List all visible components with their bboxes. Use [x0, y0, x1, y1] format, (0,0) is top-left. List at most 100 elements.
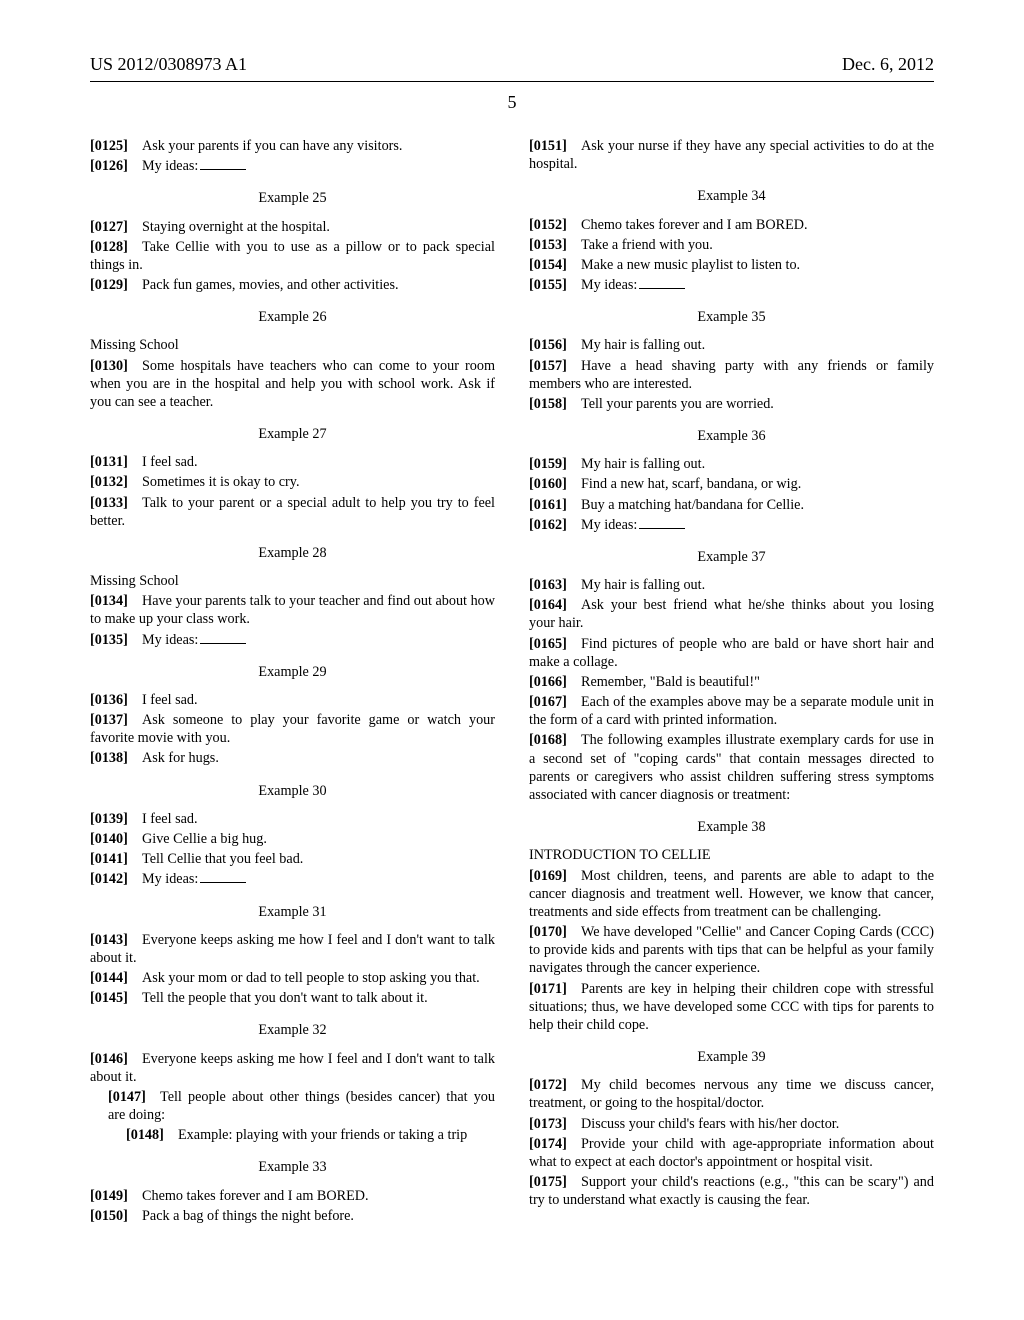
- section-label: Missing School: [90, 336, 495, 354]
- paragraph-text: Tell people about other things (besides …: [108, 1089, 495, 1123]
- paragraph-number: [0143]: [90, 932, 128, 948]
- example-heading: Example 25: [90, 189, 495, 207]
- example-heading: Example 29: [90, 663, 495, 681]
- paragraph-number: [0171]: [529, 981, 567, 997]
- paragraph-number: [0170]: [529, 924, 567, 940]
- paragraph-entry: [0163] My hair is falling out.: [529, 576, 934, 594]
- paragraph-entry: [0136] I feel sad.: [90, 691, 495, 709]
- paragraph-number: [0137]: [90, 712, 128, 728]
- paragraph-number: [0125]: [90, 138, 128, 154]
- paragraph-number: [0153]: [529, 237, 567, 253]
- paragraph-text: Each of the examples above may be a sepa…: [529, 694, 934, 728]
- paragraph-text: My ideas:: [142, 632, 198, 648]
- paragraph-text: Parents are key in helping their childre…: [529, 981, 934, 1033]
- paragraph-number: [0138]: [90, 750, 128, 766]
- section-label: Missing School: [90, 572, 495, 590]
- paragraph-text: Talk to your parent or a special adult t…: [90, 495, 495, 529]
- paragraph-text: Have your parents talk to your teacher a…: [90, 593, 495, 627]
- paragraph-entry: [0135] My ideas:: [90, 631, 495, 649]
- paragraph-text: Take a friend with you.: [581, 237, 713, 253]
- paragraph-number: [0172]: [529, 1077, 567, 1093]
- paragraph-entry: [0171] Parents are key in helping their …: [529, 980, 934, 1035]
- paragraph-entry: [0160] Find a new hat, scarf, bandana, o…: [529, 475, 934, 493]
- paragraph-entry: [0137] Ask someone to play your favorite…: [90, 711, 495, 747]
- paragraph-number: [0158]: [529, 396, 567, 412]
- paragraph-entry: [0173] Discuss your child's fears with h…: [529, 1115, 934, 1133]
- paragraph-entry: [0146] Everyone keeps asking me how I fe…: [90, 1050, 495, 1086]
- paragraph-text: My hair is falling out.: [581, 337, 705, 353]
- paragraph-entry: [0150] Pack a bag of things the night be…: [90, 1207, 495, 1225]
- paragraph-text: Chemo takes forever and I am BORED.: [142, 1188, 369, 1204]
- section-label: INTRODUCTION TO CELLIE: [529, 846, 934, 864]
- example-heading: Example 33: [90, 1158, 495, 1176]
- paragraph-number: [0166]: [529, 674, 567, 690]
- paragraph-text: Tell the people that you don't want to t…: [142, 990, 428, 1006]
- paragraph-number: [0145]: [90, 990, 128, 1006]
- paragraph-number: [0159]: [529, 456, 567, 472]
- paragraph-number: [0148]: [126, 1127, 164, 1143]
- paragraph-text: Remember, "Bald is beautiful!": [581, 674, 760, 690]
- paragraph-entry: [0157] Have a head shaving party with an…: [529, 357, 934, 393]
- paragraph-entry: [0155] My ideas:: [529, 276, 934, 294]
- paragraph-number: [0144]: [90, 970, 128, 986]
- paragraph-text: Discuss your child's fears with his/her …: [581, 1116, 839, 1132]
- paragraph-entry: [0168] The following examples illustrate…: [529, 731, 934, 804]
- paragraph-number: [0164]: [529, 597, 567, 613]
- paragraph-entry: [0139] I feel sad.: [90, 810, 495, 828]
- paragraph-number: [0127]: [90, 219, 128, 235]
- paragraph-text: Support your child's reactions (e.g., "t…: [529, 1174, 934, 1208]
- paragraph-number: [0160]: [529, 476, 567, 492]
- paragraph-number: [0139]: [90, 811, 128, 827]
- paragraph-entry: [0170] We have developed "Cellie" and Ca…: [529, 923, 934, 978]
- example-heading: Example 26: [90, 308, 495, 326]
- paragraph-entry: [0152] Chemo takes forever and I am BORE…: [529, 216, 934, 234]
- paragraph-text: Give Cellie a big hug.: [142, 831, 267, 847]
- paragraph-number: [0156]: [529, 337, 567, 353]
- example-heading: Example 30: [90, 782, 495, 800]
- paragraph-entry: [0127] Staying overnight at the hospital…: [90, 218, 495, 236]
- paragraph-number: [0161]: [529, 497, 567, 513]
- paragraph-entry: [0153] Take a friend with you.: [529, 236, 934, 254]
- right-column: [0151] Ask your nurse if they have any s…: [529, 137, 934, 1209]
- paragraph-text: My hair is falling out.: [581, 577, 705, 593]
- paragraph-number: [0162]: [529, 517, 567, 533]
- paragraph-entry: [0166] Remember, "Bald is beautiful!": [529, 673, 934, 691]
- paragraph-text: My ideas:: [142, 871, 198, 887]
- blank-fill-line: [200, 169, 246, 170]
- paragraph-entry: [0141] Tell Cellie that you feel bad.: [90, 850, 495, 868]
- paragraph-entry: [0138] Ask for hugs.: [90, 749, 495, 767]
- paragraph-entry: [0148] Example: playing with your friend…: [90, 1126, 495, 1144]
- example-heading: Example 39: [529, 1048, 934, 1066]
- paragraph-number: [0128]: [90, 239, 128, 255]
- paragraph-number: [0135]: [90, 632, 128, 648]
- paragraph-number: [0175]: [529, 1174, 567, 1190]
- paragraph-text: Everyone keeps asking me how I feel and …: [90, 1051, 495, 1085]
- paragraph-text: My ideas:: [581, 517, 637, 533]
- paragraph-text: We have developed "Cellie" and Cancer Co…: [529, 924, 934, 976]
- example-heading: Example 32: [90, 1021, 495, 1039]
- paragraph-text: Have a head shaving party with any frien…: [529, 358, 934, 392]
- paragraph-text: Example: playing with your friends or ta…: [178, 1127, 467, 1143]
- paragraph-text: I feel sad.: [142, 811, 198, 827]
- paragraph-number: [0157]: [529, 358, 567, 374]
- paragraph-entry: [0131] I feel sad.: [90, 453, 495, 471]
- paragraph-number: [0140]: [90, 831, 128, 847]
- paragraph-entry: [0134] Have your parents talk to your te…: [90, 592, 495, 628]
- paragraph-text: Tell Cellie that you feel bad.: [142, 851, 303, 867]
- body-columns: [0125] Ask your parents if you can have …: [90, 137, 934, 1227]
- blank-fill-line: [639, 528, 685, 529]
- paragraph-number: [0169]: [529, 868, 567, 884]
- paragraph-text: Provide your child with age-appropriate …: [529, 1136, 934, 1170]
- paragraph-entry: [0158] Tell your parents you are worried…: [529, 395, 934, 413]
- paragraph-entry: [0154] Make a new music playlist to list…: [529, 256, 934, 274]
- paragraph-text: My child becomes nervous any time we dis…: [529, 1077, 934, 1111]
- example-heading: Example 37: [529, 548, 934, 566]
- paragraph-text: Everyone keeps asking me how I feel and …: [90, 932, 495, 966]
- paragraph-number: [0142]: [90, 871, 128, 887]
- example-heading: Example 35: [529, 308, 934, 326]
- paragraph-number: [0129]: [90, 277, 128, 293]
- paragraph-number: [0174]: [529, 1136, 567, 1152]
- page-header: US 2012/0308973 A1 Dec. 6, 2012: [90, 54, 934, 82]
- paragraph-text: Ask for hugs.: [142, 750, 219, 766]
- paragraph-number: [0146]: [90, 1051, 128, 1067]
